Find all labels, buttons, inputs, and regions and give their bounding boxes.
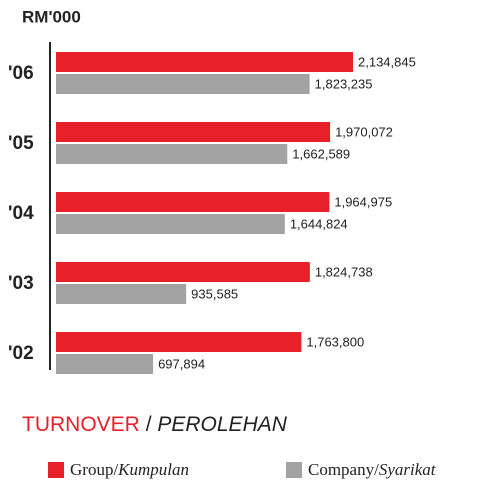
value-label: 1,823,235 xyxy=(315,76,373,91)
value-label: 1,763,800 xyxy=(306,334,364,349)
unit-label: RM'000 xyxy=(22,7,81,26)
bar xyxy=(56,74,310,94)
bar xyxy=(56,192,330,212)
bar xyxy=(56,332,302,352)
bar xyxy=(56,354,154,374)
chart-title: TURNOVER / PEROLEHAN xyxy=(22,413,288,436)
category-label: '06 xyxy=(8,63,34,84)
category-label: '05 xyxy=(8,133,34,154)
bar xyxy=(56,262,310,282)
category-label: '03 xyxy=(8,273,34,294)
bar xyxy=(56,122,331,142)
value-label: 935,585 xyxy=(191,286,238,301)
value-label: 2,134,845 xyxy=(358,54,416,69)
value-label: 697,894 xyxy=(158,356,205,371)
category-label: '02 xyxy=(8,343,34,364)
bar xyxy=(56,284,187,304)
bar xyxy=(56,214,285,234)
legend-swatch xyxy=(48,462,64,478)
legend-swatch xyxy=(286,462,302,478)
value-label: 1,644,824 xyxy=(290,216,348,231)
value-label: 1,970,072 xyxy=(335,124,393,139)
value-label: 1,964,975 xyxy=(334,194,392,209)
legend-label: Group/Kumpulan xyxy=(70,460,189,479)
bar xyxy=(56,144,288,164)
value-label: 1,824,738 xyxy=(315,264,373,279)
legend-label: Company/Syarikat xyxy=(308,460,437,479)
value-label: 1,662,589 xyxy=(292,146,350,161)
category-label: '04 xyxy=(8,203,34,224)
bar xyxy=(56,52,353,72)
